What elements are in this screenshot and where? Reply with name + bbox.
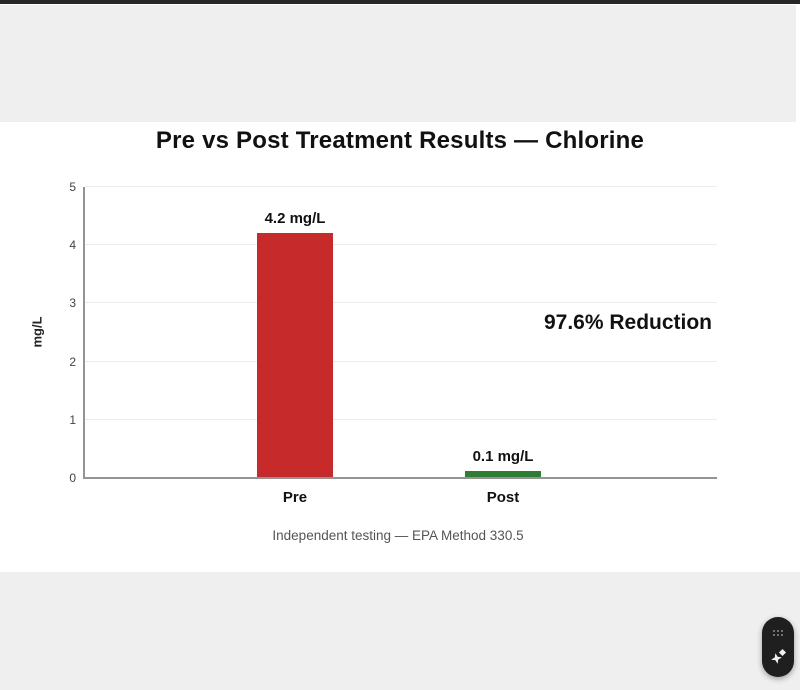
- plot-area: 4.2 mg/L 0.1 mg/L 97.6% Reduction: [83, 186, 717, 479]
- y-axis-ticks: 0 1 2 3 4 5: [40, 180, 76, 485]
- y-tick-label: 1: [69, 413, 76, 427]
- x-label-pre: Pre: [282, 489, 308, 506]
- y-tick-label: 0: [69, 471, 76, 485]
- reduction-annotation: 97.6% Reduction: [543, 311, 713, 334]
- x-label-post: Post: [486, 489, 520, 506]
- gridline: [85, 361, 717, 362]
- bar-value-pre: 4.2 mg/L: [264, 210, 326, 227]
- footer-panel: [0, 572, 800, 690]
- bar-value-post: 0.1 mg/L: [472, 448, 534, 465]
- y-tick-label: 5: [69, 180, 76, 194]
- window-top-border: [0, 0, 800, 4]
- gridline: [85, 244, 717, 245]
- y-axis-line: [83, 187, 85, 479]
- y-axis-label: mg/L: [29, 316, 45, 348]
- y-tick-label: 3: [69, 296, 76, 310]
- assistant-widget[interactable]: [762, 617, 794, 677]
- chart-title: Pre vs Post Treatment Results — Chlorine: [155, 127, 645, 154]
- y-tick-label: 2: [69, 355, 76, 369]
- gridline: [85, 419, 717, 420]
- gridline: [85, 302, 717, 303]
- drag-handle-dots-icon[interactable]: [773, 630, 783, 636]
- header-panel: [0, 5, 796, 122]
- chart-caption: Independent testing — EPA Method 330.5: [272, 528, 524, 543]
- y-tick-label: 4: [69, 238, 76, 252]
- bar-post[interactable]: [465, 471, 541, 477]
- x-axis-line: [83, 477, 717, 479]
- bar-pre[interactable]: [257, 233, 333, 477]
- sparkle-diamond-shape: [778, 648, 787, 657]
- sparkle-icon: [771, 648, 787, 664]
- gridline: [85, 186, 717, 187]
